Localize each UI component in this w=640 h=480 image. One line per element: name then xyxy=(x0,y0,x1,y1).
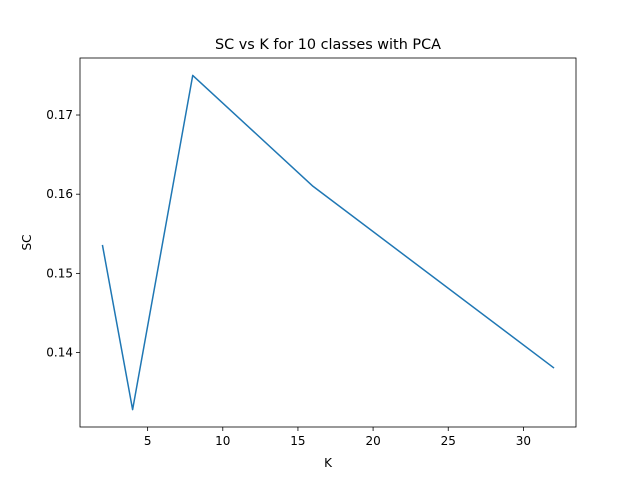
chart-title: SC vs K for 10 classes with PCA xyxy=(215,37,441,53)
y-tick-label: 0.14 xyxy=(46,346,73,360)
x-tick-label: 30 xyxy=(516,434,531,448)
y-tick-label: 0.15 xyxy=(46,266,73,280)
x-axis-title: K xyxy=(324,456,333,470)
y-tick-label: 0.17 xyxy=(46,108,73,122)
y-axis-title: SC xyxy=(20,235,34,251)
x-tick-label: 25 xyxy=(441,434,456,448)
series-line xyxy=(101,74,555,411)
x-tick-label: 15 xyxy=(290,434,305,448)
y-axis: 0.14 0.15 0.16 0.17 xyxy=(46,108,80,360)
x-tick-label: 20 xyxy=(365,434,380,448)
x-tick-label: 10 xyxy=(215,434,230,448)
y-tick-label: 0.16 xyxy=(46,187,73,201)
axes-frame xyxy=(79,57,577,428)
x-tick-label: 5 xyxy=(144,434,152,448)
plot-area xyxy=(101,74,555,411)
x-axis: 5 10 15 20 25 30 xyxy=(144,427,531,448)
